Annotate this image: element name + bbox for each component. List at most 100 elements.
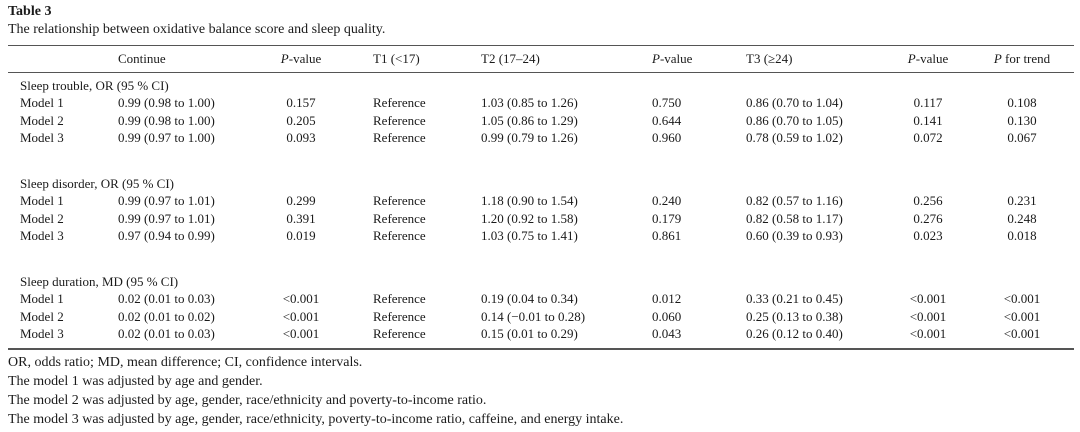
model-label: Model 1 <box>20 193 64 208</box>
model-label: Model 3 <box>20 326 64 341</box>
continue-value: 0.99 (0.98 to 1.00) <box>118 95 215 110</box>
t2-p-value: 0.861 <box>652 228 682 243</box>
footnote: The model 1 was adjusted by age and gend… <box>8 374 263 389</box>
t3-value: 0.86 (0.70 to 1.04) <box>746 95 843 110</box>
continue-value: 0.02 (0.01 to 0.03) <box>118 326 215 341</box>
p-value: 0.299 <box>286 193 316 208</box>
t2-value: 1.03 (0.75 to 1.41) <box>481 228 578 243</box>
model-label: Model 3 <box>20 130 64 145</box>
t3-value: 0.82 (0.58 to 1.17) <box>746 210 843 226</box>
p-for-trend: 0.018 <box>1007 228 1037 243</box>
t3-value: 0.78 (0.59 to 1.02) <box>746 130 843 145</box>
continue-value: 0.97 (0.94 to 0.99) <box>118 228 215 243</box>
continue-value: 0.02 (0.01 to 0.03) <box>118 291 215 306</box>
t2-value: 0.15 (0.01 to 0.29) <box>481 326 578 341</box>
header-p-value-t2: P-value <box>652 51 693 66</box>
footnote: The model 3 was adjusted by age, gender,… <box>8 412 624 427</box>
p-value: <0.001 <box>282 308 320 324</box>
t1-value: Reference <box>373 95 426 110</box>
model-label: Model 3 <box>20 228 64 243</box>
p-for-trend: 0.231 <box>1007 193 1037 208</box>
model-label: Model 1 <box>20 95 64 110</box>
t3-p-value: 0.256 <box>913 193 943 208</box>
continue-value: 0.99 (0.97 to 1.01) <box>118 193 215 208</box>
t3-p-value: 0.276 <box>913 210 943 226</box>
continue-value: 0.02 (0.01 to 0.02) <box>118 308 215 324</box>
t1-value: Reference <box>373 210 426 226</box>
t3-p-value: <0.001 <box>909 308 947 324</box>
t2-p-value: 0.960 <box>652 130 682 145</box>
t2-p-value: 0.750 <box>652 95 682 110</box>
t3-value: 0.82 (0.57 to 1.16) <box>746 193 843 208</box>
section-label: Sleep trouble, OR (95 % CI) <box>20 78 169 93</box>
t1-value: Reference <box>373 308 426 324</box>
p-value: 0.157 <box>286 95 316 110</box>
t2-p-value: 0.644 <box>652 112 682 128</box>
p-for-trend: 0.248 <box>1007 210 1037 226</box>
t1-value: Reference <box>373 112 426 128</box>
t3-p-value: <0.001 <box>909 326 947 341</box>
continue-value: 0.99 (0.97 to 1.01) <box>118 210 215 226</box>
header-rule <box>8 72 1074 73</box>
t2-p-value: 0.043 <box>652 326 682 341</box>
t2-p-value: 0.012 <box>652 291 682 306</box>
t2-value: 0.99 (0.79 to 1.26) <box>481 130 578 145</box>
t3-p-value: 0.072 <box>913 130 943 145</box>
t1-value: Reference <box>373 193 426 208</box>
header-continue: Continue <box>118 51 166 66</box>
p-for-trend: <0.001 <box>1003 291 1041 306</box>
model-label: Model 2 <box>20 210 64 226</box>
model-label: Model 1 <box>20 291 64 306</box>
header-t2: T2 (17–24) <box>481 51 540 66</box>
continue-value: 0.99 (0.98 to 1.00) <box>118 112 215 128</box>
model-label: Model 2 <box>20 112 64 128</box>
p-for-trend: 0.067 <box>1007 130 1037 145</box>
header-p-for-trend: P for trend <box>993 51 1051 66</box>
t2-value: 0.19 (0.04 to 0.34) <box>481 291 578 306</box>
p-value: 0.093 <box>286 130 316 145</box>
t2-value: 1.20 (0.92 to 1.58) <box>481 210 578 226</box>
t3-p-value: <0.001 <box>909 291 947 306</box>
t1-value: Reference <box>373 291 426 306</box>
p-value: 0.205 <box>286 112 316 128</box>
t3-p-value: 0.117 <box>913 95 943 110</box>
t2-value: 1.03 (0.85 to 1.26) <box>481 95 578 110</box>
t3-value: 0.33 (0.21 to 0.45) <box>746 291 843 306</box>
p-for-trend: 0.108 <box>1007 95 1037 110</box>
t2-value: 1.18 (0.90 to 1.54) <box>481 193 578 208</box>
section-label: Sleep duration, MD (95 % CI) <box>20 274 179 289</box>
p-for-trend: <0.001 <box>1003 308 1041 324</box>
p-value: <0.001 <box>282 291 320 306</box>
header-p-value: P-value <box>280 51 322 66</box>
footnote: OR, odds ratio; MD, mean difference; CI,… <box>8 355 363 370</box>
footnote: The model 2 was adjusted by age, gender,… <box>8 393 487 408</box>
t3-p-value: 0.141 <box>913 112 943 128</box>
header-p-value-t3: P-value <box>907 51 949 66</box>
p-for-trend: 0.130 <box>1007 112 1037 128</box>
t3-value: 0.25 (0.13 to 0.38) <box>746 308 843 324</box>
t3-value: 0.26 (0.12 to 0.40) <box>746 326 843 341</box>
t2-p-value: 0.179 <box>652 210 682 226</box>
t1-value: Reference <box>373 228 426 243</box>
p-value: 0.391 <box>286 210 316 226</box>
t3-p-value: 0.023 <box>913 228 943 243</box>
header-t3: T3 (≥24) <box>746 51 793 66</box>
t1-value: Reference <box>373 130 426 145</box>
model-label: Model 2 <box>20 308 64 324</box>
t3-value: 0.60 (0.39 to 0.93) <box>746 228 843 243</box>
t2-p-value: 0.060 <box>652 308 682 324</box>
section-label: Sleep disorder, OR (95 % CI) <box>20 176 175 191</box>
table-caption: The relationship between oxidative balan… <box>8 22 386 37</box>
table-title: Table 3 <box>8 4 52 19</box>
header-t1: T1 (<17) <box>373 51 420 66</box>
p-value: 0.019 <box>286 228 316 243</box>
t2-value: 0.14 (−0.01 to 0.28) <box>481 308 586 324</box>
t3-value: 0.86 (0.70 to 1.05) <box>746 112 843 128</box>
continue-value: 0.99 (0.97 to 1.00) <box>118 130 215 145</box>
t2-p-value: 0.240 <box>652 193 682 208</box>
top-rule <box>8 45 1074 46</box>
p-value: <0.001 <box>282 326 320 341</box>
t1-value: Reference <box>373 326 426 341</box>
t2-value: 1.05 (0.86 to 1.29) <box>481 112 578 128</box>
bottom-rule <box>8 348 1074 350</box>
